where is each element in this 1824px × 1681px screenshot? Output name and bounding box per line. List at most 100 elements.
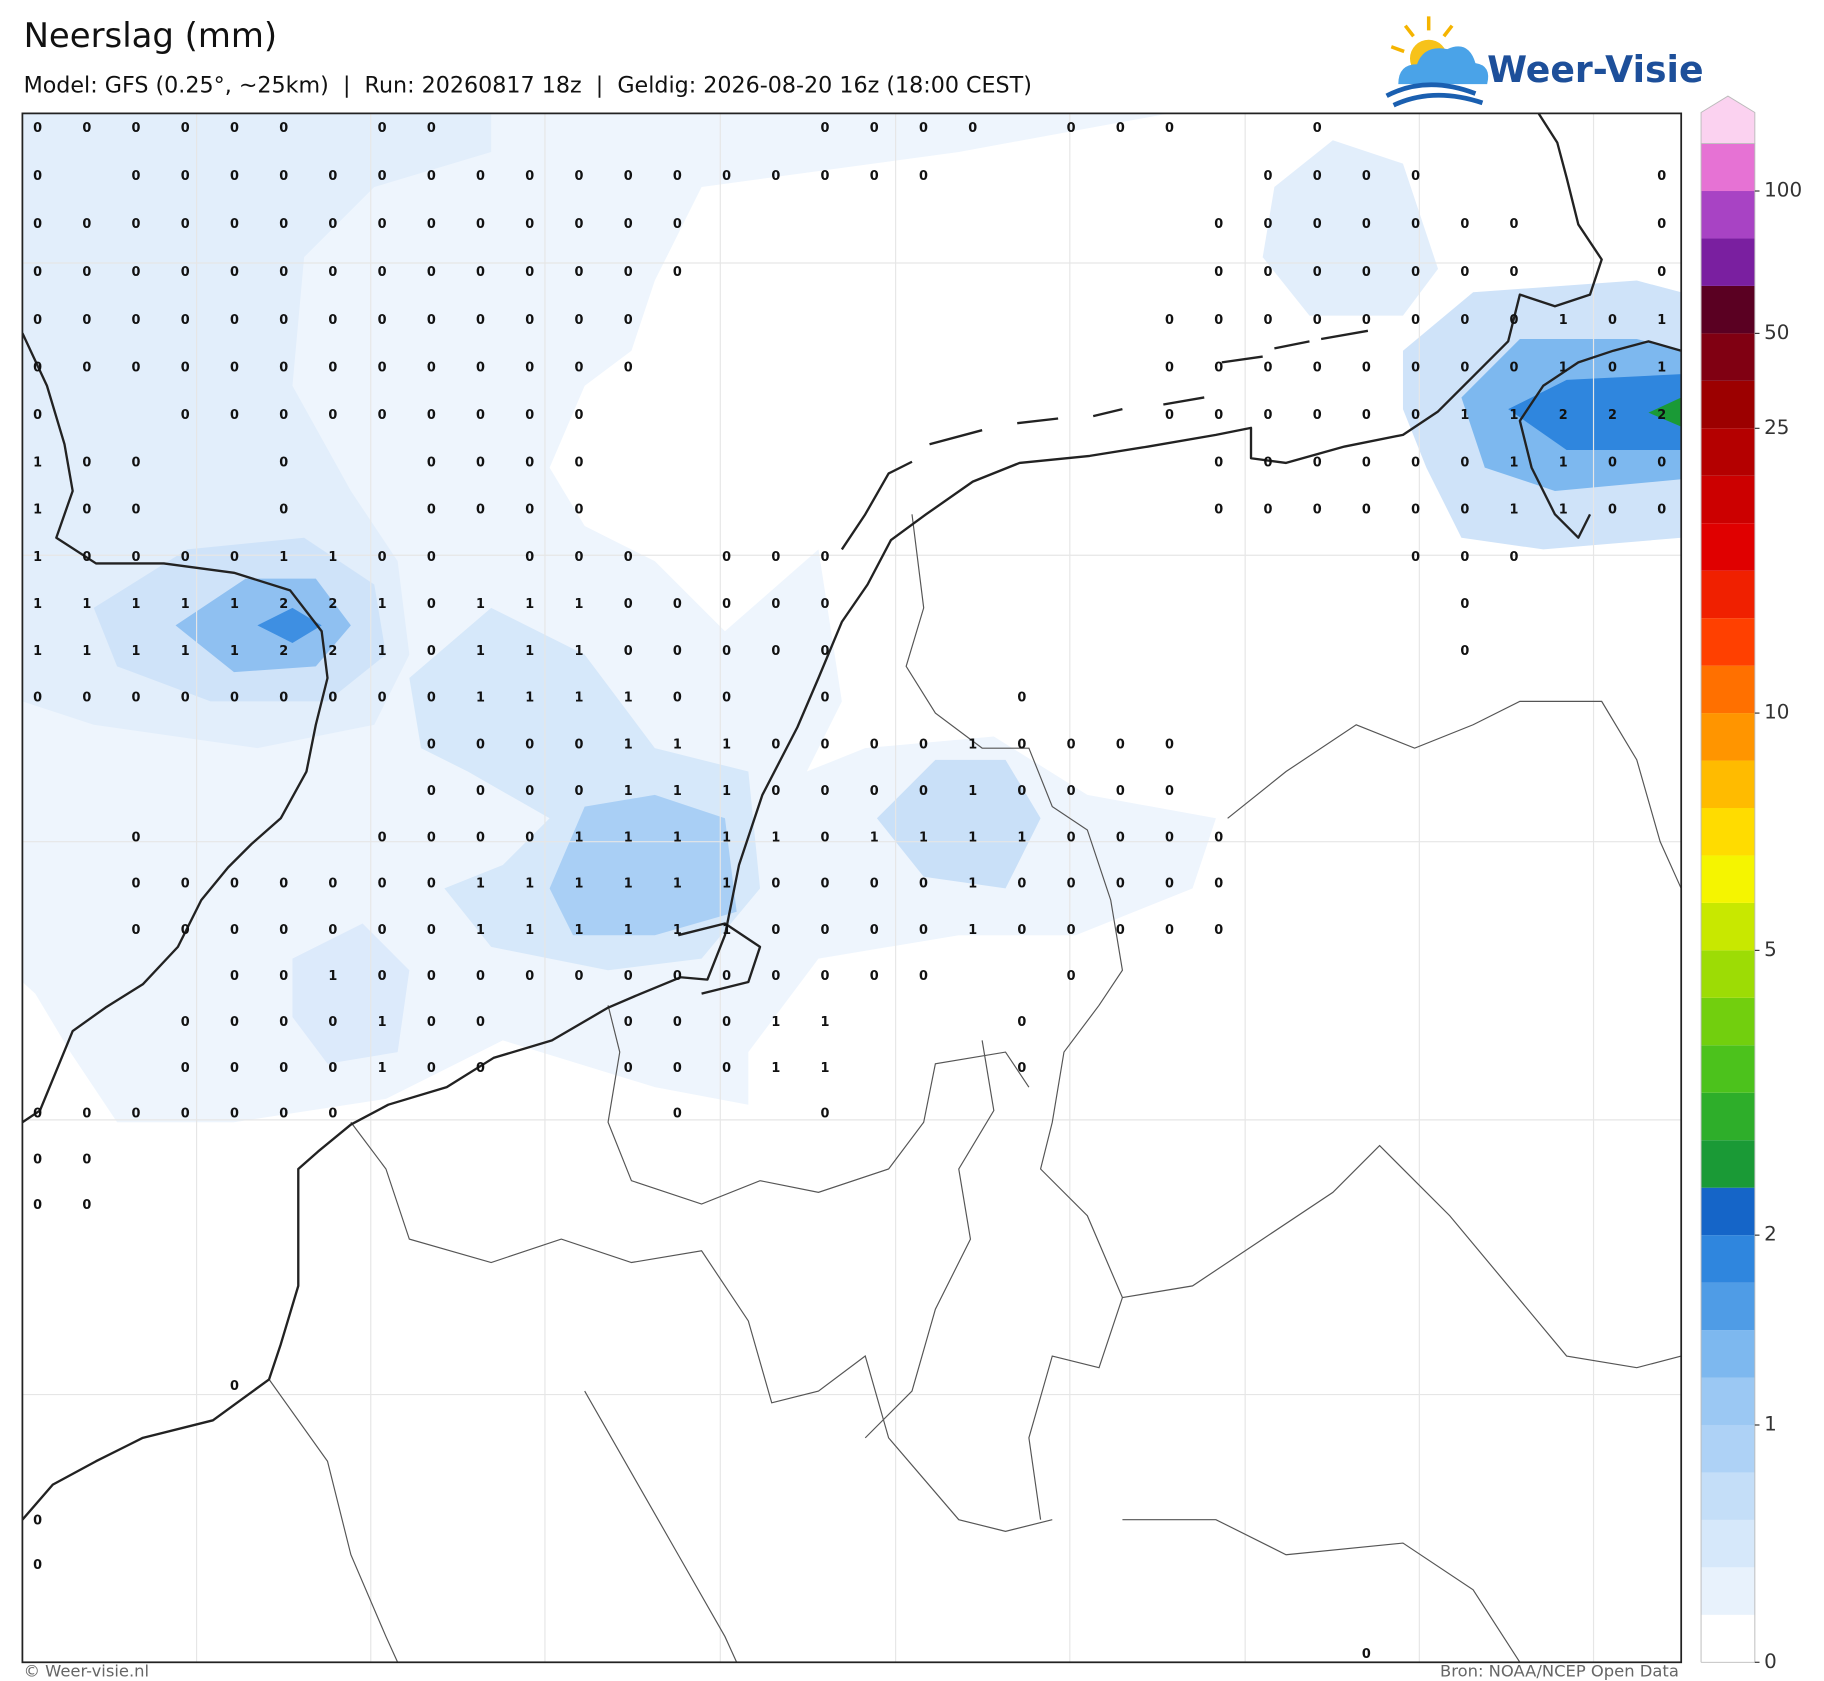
grid-value: 1 bbox=[722, 923, 731, 938]
grid-value: 0 bbox=[181, 1107, 190, 1122]
precip-area bbox=[1648, 397, 1682, 427]
grid-value: 1 bbox=[525, 877, 534, 892]
grid-value: 2 bbox=[279, 644, 288, 659]
grid-value: 0 bbox=[870, 877, 879, 892]
grid-value: 0 bbox=[427, 360, 436, 375]
grid-value: 0 bbox=[279, 691, 288, 706]
grid-value: 0 bbox=[821, 969, 830, 984]
grid-value: 0 bbox=[476, 1061, 485, 1076]
precip-area bbox=[876, 759, 1041, 889]
grid-value: 0 bbox=[378, 691, 387, 706]
grid-value: 0 bbox=[230, 923, 239, 938]
grid-value: 1 bbox=[1510, 503, 1519, 518]
grid-value: 0 bbox=[870, 784, 879, 799]
grid-value: 0 bbox=[82, 121, 91, 136]
grid-value: 0 bbox=[33, 691, 42, 706]
borders bbox=[268, 514, 1682, 1663]
grid-value: 0 bbox=[181, 1061, 190, 1076]
grid-value: 2 bbox=[1657, 408, 1666, 423]
grid-value: 0 bbox=[722, 597, 731, 612]
grid-value: 0 bbox=[574, 313, 583, 328]
grid-value: 0 bbox=[1214, 877, 1223, 892]
grid-value: 0 bbox=[1362, 408, 1371, 423]
grid-value: 1 bbox=[1559, 313, 1568, 328]
grid-value: 0 bbox=[673, 1061, 682, 1076]
colorbar-segment bbox=[1701, 760, 1755, 809]
grid-value: 0 bbox=[771, 169, 780, 184]
grid-value: 1 bbox=[574, 691, 583, 706]
grid-value: 1 bbox=[771, 1015, 780, 1030]
colorbar-segment bbox=[1701, 570, 1755, 619]
grid-value: 0 bbox=[722, 969, 731, 984]
grid-value: 0 bbox=[1362, 1647, 1371, 1662]
grid-value: 0 bbox=[525, 969, 534, 984]
grid-value: 0 bbox=[574, 408, 583, 423]
grid-value: 0 bbox=[230, 169, 239, 184]
grid-value: 0 bbox=[1362, 169, 1371, 184]
grid-value: 0 bbox=[574, 169, 583, 184]
grid-value: 0 bbox=[427, 408, 436, 423]
grid-value: 1 bbox=[673, 737, 682, 752]
precip-area bbox=[1262, 140, 1439, 316]
grid-value: 0 bbox=[1017, 1015, 1026, 1030]
grid-value: 0 bbox=[624, 597, 633, 612]
grid-value: 0 bbox=[1116, 923, 1125, 938]
graticule bbox=[22, 113, 1682, 1663]
grid-value: 0 bbox=[230, 121, 239, 136]
grid-value: 0 bbox=[427, 969, 436, 984]
grid-value: 0 bbox=[1460, 597, 1469, 612]
grid-value: 0 bbox=[673, 169, 682, 184]
grid-value: 0 bbox=[821, 169, 830, 184]
grid-value: 0 bbox=[870, 737, 879, 752]
grid-value: 0 bbox=[1214, 830, 1223, 845]
grid-value: 0 bbox=[1362, 360, 1371, 375]
grid-value: 0 bbox=[230, 1379, 239, 1394]
grid-value: 0 bbox=[427, 1061, 436, 1076]
colorbar-segment bbox=[1701, 1045, 1755, 1093]
grid-value: 0 bbox=[427, 1015, 436, 1030]
grid-value: 0 bbox=[1165, 313, 1174, 328]
grid-value: 1 bbox=[476, 877, 485, 892]
colorbar-segment bbox=[1701, 902, 1755, 951]
grid-value: 0 bbox=[1214, 360, 1223, 375]
grid-value: 0 bbox=[1067, 830, 1076, 845]
grid-value: 0 bbox=[1214, 503, 1223, 518]
grid-value: 0 bbox=[33, 1198, 42, 1213]
grid-value: 0 bbox=[919, 784, 928, 799]
grid-value: 0 bbox=[328, 1061, 337, 1076]
grid-value: 0 bbox=[1214, 923, 1223, 938]
grid-value: 2 bbox=[1559, 408, 1568, 423]
grid-value: 1 bbox=[821, 1061, 830, 1076]
grid-value: 0 bbox=[132, 313, 141, 328]
grid-value: 1 bbox=[624, 830, 633, 845]
grid-value: 0 bbox=[574, 969, 583, 984]
grid-value: 0 bbox=[1116, 877, 1125, 892]
grid-value: 0 bbox=[1017, 877, 1026, 892]
grid-value: 0 bbox=[1313, 408, 1322, 423]
precip-area bbox=[549, 794, 737, 936]
grid-value: 0 bbox=[1165, 360, 1174, 375]
logo-text: Weer-Visie bbox=[1487, 48, 1703, 91]
grid-value: 0 bbox=[1313, 313, 1322, 328]
grid-value: 2 bbox=[279, 597, 288, 612]
grid-value: 0 bbox=[1067, 969, 1076, 984]
grid-value: 0 bbox=[132, 1107, 141, 1122]
grid-value: 0 bbox=[328, 923, 337, 938]
grid-value: 0 bbox=[525, 830, 534, 845]
grid-value: 0 bbox=[279, 408, 288, 423]
grid-value: 1 bbox=[722, 877, 731, 892]
grid-value: 0 bbox=[378, 550, 387, 565]
grid-value: 0 bbox=[525, 408, 534, 423]
grid-value: 0 bbox=[1165, 830, 1174, 845]
grid-value: 0 bbox=[1017, 784, 1026, 799]
grid-value: 1 bbox=[673, 830, 682, 845]
grid-value: 0 bbox=[1263, 360, 1272, 375]
grid-value: 0 bbox=[1165, 121, 1174, 136]
grid-value: 0 bbox=[279, 1015, 288, 1030]
grid-value: 0 bbox=[1411, 313, 1420, 328]
grid-value: 0 bbox=[624, 217, 633, 232]
grid-value: 0 bbox=[427, 455, 436, 470]
grid-value: 0 bbox=[279, 1061, 288, 1076]
grid-value: 0 bbox=[279, 217, 288, 232]
